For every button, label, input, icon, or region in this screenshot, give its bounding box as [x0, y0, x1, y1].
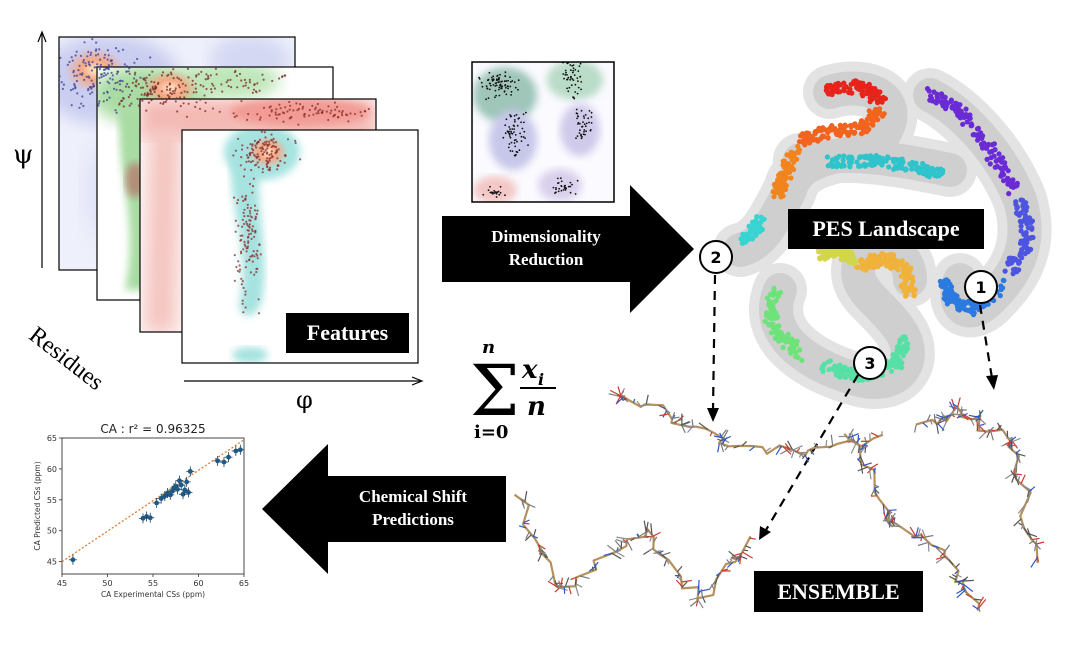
- y-tick-label: 45: [47, 558, 57, 567]
- x-axis-label: CA Experimental CSs (ppm): [101, 590, 205, 599]
- psi-label: ψ: [13, 140, 34, 170]
- chemical-shift-text: Chemical Shift Predictions: [358, 487, 468, 529]
- data-point: [140, 515, 146, 521]
- formula-denominator: n: [527, 392, 546, 422]
- data-point: [187, 468, 193, 474]
- formula-upper: n: [482, 337, 495, 358]
- data-point: [176, 478, 182, 484]
- feature-scatter-dots: [59, 38, 370, 315]
- pes-landscape-label: PES Landscape: [788, 209, 984, 249]
- data-point: [233, 448, 239, 454]
- y-tick-label: 50: [47, 527, 57, 536]
- data-point: [186, 490, 191, 495]
- marker-2: 2: [699, 240, 733, 274]
- dimensionality-arrow: [442, 185, 694, 313]
- chart-title: CA : r² = 0.96325: [100, 422, 205, 436]
- phi-label: φ: [296, 386, 313, 414]
- formula-sigma: Σ: [470, 350, 520, 432]
- ensemble-pointers: [711, 274, 994, 531]
- data-point: [167, 492, 173, 498]
- reduced-feature-plot: [472, 62, 614, 202]
- data-point: [184, 479, 190, 485]
- y-tick-label: 65: [47, 434, 57, 443]
- pointer-arrowheads: [707, 375, 998, 540]
- data-point: [180, 491, 186, 497]
- chemical-shift-arrow: [262, 444, 506, 574]
- data-point: [147, 515, 153, 521]
- ensemble-label: ENSEMBLE: [754, 571, 923, 612]
- y-axis-label: CA Predicted CSs (ppm): [33, 461, 42, 550]
- ensemble-structures: [513, 386, 1045, 613]
- data-point: [175, 486, 180, 492]
- data-point: [158, 496, 164, 501]
- data-point: [221, 459, 227, 465]
- data-point: [237, 447, 243, 453]
- x-tick-label: 55: [148, 579, 158, 588]
- average-formula: n Σ i=0 x i n: [470, 337, 556, 443]
- x-tick-label: 45: [57, 579, 67, 588]
- y-tick-label: 60: [47, 465, 57, 474]
- fit-line: [61, 439, 245, 563]
- data-point: [215, 458, 221, 464]
- data-point: [182, 487, 188, 493]
- data-point: [226, 454, 231, 460]
- pes-landscape: [713, 61, 1052, 409]
- formula-subscript: i: [538, 370, 544, 389]
- data-point: [154, 500, 160, 506]
- marker-1: 1: [964, 270, 998, 304]
- y-tick-label: 55: [47, 496, 57, 505]
- marker-3: 3: [853, 346, 887, 380]
- formula-lower: i=0: [474, 422, 508, 443]
- x-tick-label: 60: [193, 579, 203, 588]
- data-point: [70, 557, 76, 563]
- dimensionality-text: Dimensionality Reduction: [491, 227, 601, 269]
- data-point: [162, 493, 168, 499]
- data-point: [178, 482, 184, 488]
- chemical-shift-chart: CA : r² = 0.96325 45 50 55 60 65 45 50 55 60 65 CA …: [33, 422, 249, 599]
- x-tick-label: 65: [239, 579, 249, 588]
- formula-numerator: x: [521, 355, 538, 385]
- x-tick-label: 50: [102, 579, 112, 588]
- features-label: Features: [286, 313, 409, 353]
